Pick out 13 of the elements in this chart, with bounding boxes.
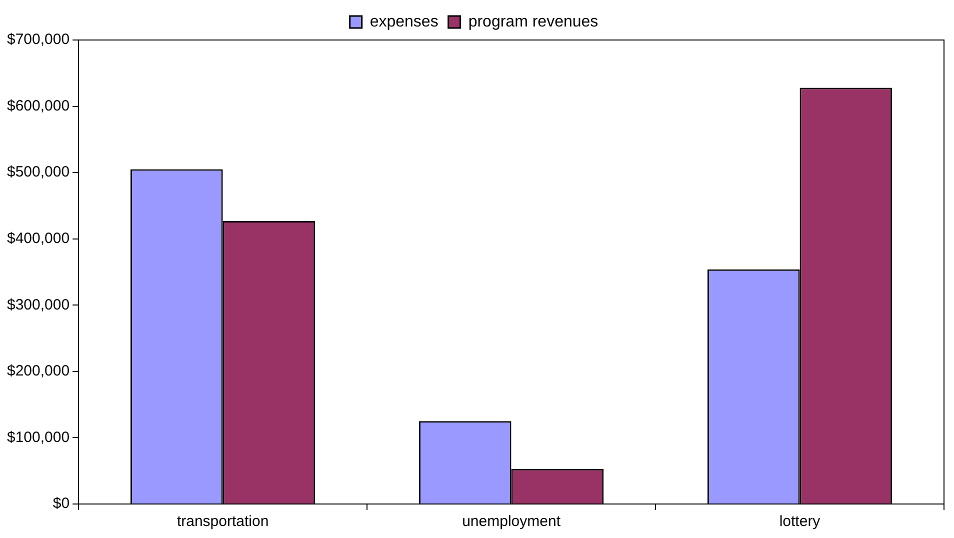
x-tick-label: unemployment — [462, 513, 562, 530]
y-tick-label: $500,000 — [6, 164, 70, 181]
y-tick-label: $300,000 — [6, 296, 70, 314]
legend-label: program revenues — [468, 13, 598, 30]
x-tick-label: lottery — [779, 513, 821, 530]
y-tick-label: $0 — [52, 495, 70, 512]
y-tick-label: $100,000 — [6, 428, 70, 446]
y-tick-label: $700,000 — [6, 31, 70, 48]
legend-label: expenses — [370, 13, 438, 30]
x-tick-label: transportation — [176, 513, 269, 530]
y-tick-label: $200,000 — [6, 362, 70, 380]
y-tick-label: $400,000 — [6, 230, 70, 247]
y-tick-label: $600,000 — [6, 97, 70, 114]
